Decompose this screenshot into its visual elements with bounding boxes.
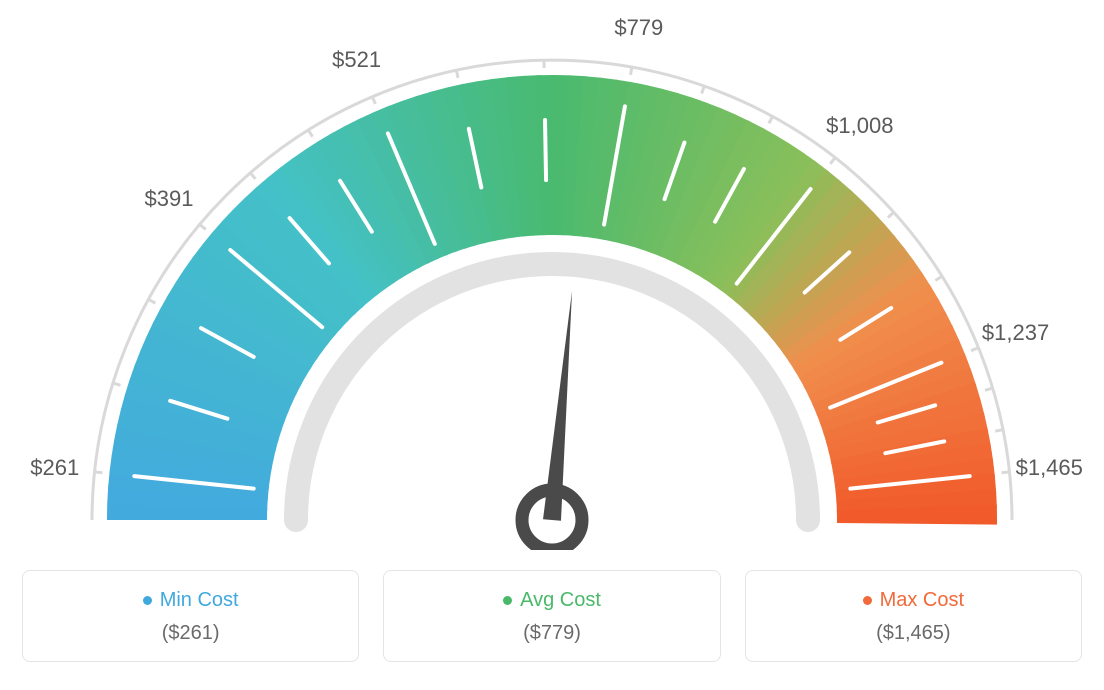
tick-label-0: $261 (30, 455, 79, 481)
tick-label-2: $521 (332, 47, 381, 73)
legend-card-min: Min Cost ($261) (22, 570, 359, 662)
legend-value-avg: ($779) (394, 622, 709, 645)
legend-title-avg: Avg Cost (503, 589, 601, 612)
gauge-svg (22, 20, 1082, 550)
gauge-area: $261$391$521$779$1,008$1,237$1,465 (22, 20, 1082, 550)
tick-label-1: $391 (144, 186, 193, 212)
cost-gauge-chart: $261$391$521$779$1,008$1,237$1,465 Min C… (20, 20, 1084, 662)
legend-value-min: ($261) (33, 622, 348, 645)
legend-title-min: Min Cost (143, 589, 239, 612)
legend-card-avg: Avg Cost ($779) (383, 570, 720, 662)
legend-dot-avg (503, 596, 512, 605)
tick-label-5: $1,237 (982, 320, 1049, 346)
legend-label-max: Max Cost (880, 589, 964, 612)
tick-label-3: $779 (614, 15, 663, 41)
legend-dot-min (143, 596, 152, 605)
legend-label-min: Min Cost (160, 589, 239, 612)
tick-label-6: $1,465 (1016, 455, 1083, 481)
legend-title-max: Max Cost (863, 589, 964, 612)
legend-dot-max (863, 596, 872, 605)
legend-row: Min Cost ($261) Avg Cost ($779) Max Cost… (22, 570, 1082, 662)
legend-value-max: ($1,465) (756, 622, 1071, 645)
legend-card-max: Max Cost ($1,465) (745, 570, 1082, 662)
legend-label-avg: Avg Cost (520, 589, 601, 612)
tick-label-4: $1,008 (826, 113, 893, 139)
